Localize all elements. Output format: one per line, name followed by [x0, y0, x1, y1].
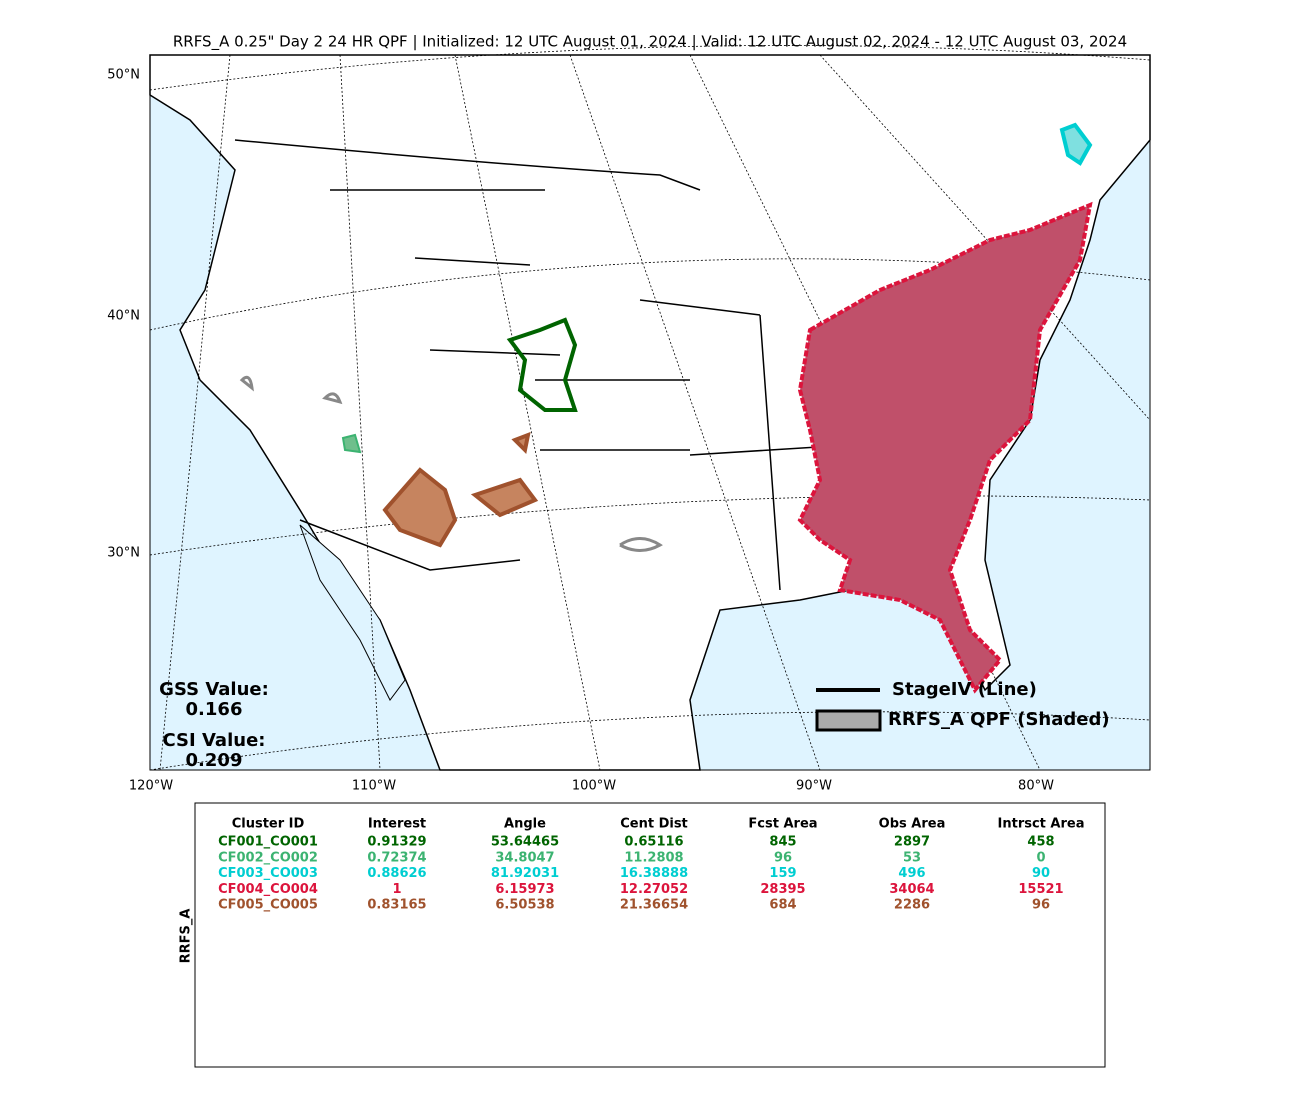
- lat-label: 50°N: [107, 68, 140, 83]
- table-cell: 21.36654: [620, 898, 688, 913]
- table-header: Cent Dist: [620, 817, 688, 832]
- gss-value: 0.166: [186, 699, 243, 720]
- table-cell: 2897: [894, 835, 930, 850]
- table-cell: 2286: [894, 898, 930, 913]
- lon-label: 110°W: [352, 779, 396, 794]
- csi-value: 0.209: [186, 750, 243, 771]
- table-cell: 0.88626: [367, 866, 426, 881]
- table-cell: 96: [774, 850, 792, 865]
- table-cell: CF003_CO003: [218, 866, 318, 881]
- table-side-label: RRFS_A: [179, 909, 194, 964]
- meridians: [159, 54, 1151, 771]
- table-cell: CF005_CO005: [218, 898, 318, 913]
- gss-label: GSS Value:: [159, 679, 269, 700]
- lat-label: 30°N: [107, 546, 140, 561]
- table-cell: CF004_CO004: [218, 882, 318, 897]
- lon-labels: 120°W 110°W 100°W 90°W 80°W: [129, 779, 1054, 794]
- table-cell: 0.83165: [367, 898, 426, 913]
- lon-label: 90°W: [796, 779, 832, 794]
- lon-label: 120°W: [129, 779, 173, 794]
- table-header: Obs Area: [879, 817, 946, 832]
- land: [149, 54, 1151, 771]
- table-cell: 0.65116: [624, 835, 683, 850]
- table-cell: 684: [769, 898, 796, 913]
- cluster-cf002: [341, 433, 362, 454]
- table-cell: 1: [392, 882, 401, 897]
- table-cell: 159: [769, 866, 796, 881]
- table: Cluster ID Interest Angle Cent Dist Fcst Are…: [218, 817, 1084, 913]
- lon-label: 100°W: [572, 779, 616, 794]
- map: GSS Value: 0.166 CSI Value: 0.209 StageI…: [149, 45, 1151, 771]
- table-cell: CF002_CO002: [218, 850, 318, 865]
- table-header: Intrsct Area: [998, 817, 1085, 832]
- table-cell: 845: [769, 835, 796, 850]
- csi-label: CSI Value:: [163, 730, 266, 751]
- table-cell: CF001_CO001: [218, 835, 318, 850]
- table-cell: 6.15973: [495, 882, 554, 897]
- lon-label: 80°W: [1018, 779, 1054, 794]
- legend-label: StageIV (Line): [892, 679, 1037, 700]
- table-cell: 458: [1027, 835, 1054, 850]
- table-cell: 96: [1032, 898, 1050, 913]
- table-cell: 81.92031: [491, 866, 559, 881]
- legend-label: RRFS_A QPF (Shaded): [888, 709, 1110, 730]
- table-cell: 53.64465: [491, 835, 559, 850]
- table-cell: 16.38888: [620, 866, 688, 881]
- table-cell: 28395: [760, 882, 805, 897]
- table-header: Fcst Area: [748, 817, 817, 832]
- table-cell: 15521: [1018, 882, 1063, 897]
- cluster-cf003: [1059, 122, 1093, 166]
- parallels: [149, 45, 1151, 771]
- borders: [234, 139, 1031, 591]
- title: RRFS_A 0.25" Day 2 24 HR QPF | Initializ…: [173, 33, 1127, 52]
- table-cell: 0.72374: [367, 850, 426, 865]
- table-cell: 0: [1036, 850, 1045, 865]
- cluster-cf004: [797, 201, 1093, 694]
- table-cell: 496: [898, 866, 925, 881]
- cluster-cf001: [506, 317, 578, 412]
- cluster-cf005: [382, 431, 539, 548]
- map-frame: [149, 54, 1151, 771]
- table-cell: 34.8047: [495, 850, 554, 865]
- table-cell: 53: [903, 850, 921, 865]
- table-cell: 34064: [889, 882, 934, 897]
- lat-labels: 50°N 40°N 30°N: [107, 68, 140, 561]
- table-cell: 12.27052: [620, 882, 688, 897]
- table-frame: [194, 802, 1106, 1068]
- lat-label: 40°N: [107, 309, 140, 324]
- unmatched-clusters: [239, 375, 663, 552]
- table-header: Angle: [504, 817, 546, 832]
- gulf-california: [299, 524, 406, 701]
- table-header: Interest: [368, 817, 426, 832]
- table-header: Cluster ID: [232, 817, 305, 832]
- table-cell: 11.2808: [624, 850, 683, 865]
- table-cell: 0.91329: [367, 835, 426, 850]
- legend-swatch: [815, 709, 882, 732]
- table-cell: 6.50538: [495, 898, 554, 913]
- table-cell: 90: [1032, 866, 1050, 881]
